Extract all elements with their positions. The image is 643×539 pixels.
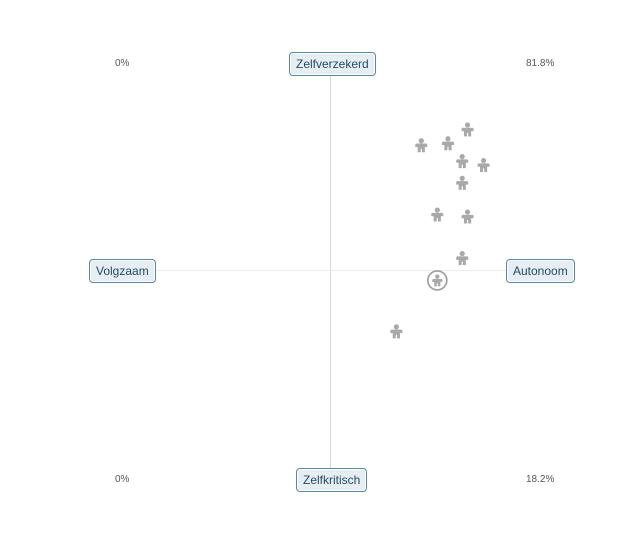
highlighted-person-icon bbox=[426, 270, 448, 291]
data-point-person-icon bbox=[415, 138, 428, 153]
data-point-person-icon bbox=[390, 324, 403, 339]
data-point-person-icon bbox=[431, 207, 444, 222]
data-point-person-icon bbox=[456, 154, 469, 169]
percent-bottom-right: 18.2% bbox=[526, 474, 555, 485]
vertical-axis-line bbox=[330, 74, 331, 470]
axis-label-left: Volgzaam bbox=[89, 259, 156, 283]
axis-label-bottom: Zelfkritisch bbox=[296, 468, 368, 492]
axis-label-top: Zelfverzekerd bbox=[289, 52, 376, 76]
percent-bottom-left: 0% bbox=[115, 474, 130, 485]
data-point-person-icon bbox=[477, 157, 490, 173]
data-point-person-icon bbox=[461, 122, 474, 137]
data-point-person-icon bbox=[441, 136, 454, 151]
data-point-person-icon bbox=[456, 175, 469, 190]
data-point-person-icon bbox=[461, 209, 474, 224]
axis-label-right: Autonoom bbox=[506, 259, 575, 283]
horizontal-axis-line bbox=[152, 270, 508, 271]
percent-top-left: 0% bbox=[115, 58, 130, 69]
data-point-person-icon bbox=[456, 251, 469, 266]
percent-top-right: 81.8% bbox=[526, 58, 555, 69]
